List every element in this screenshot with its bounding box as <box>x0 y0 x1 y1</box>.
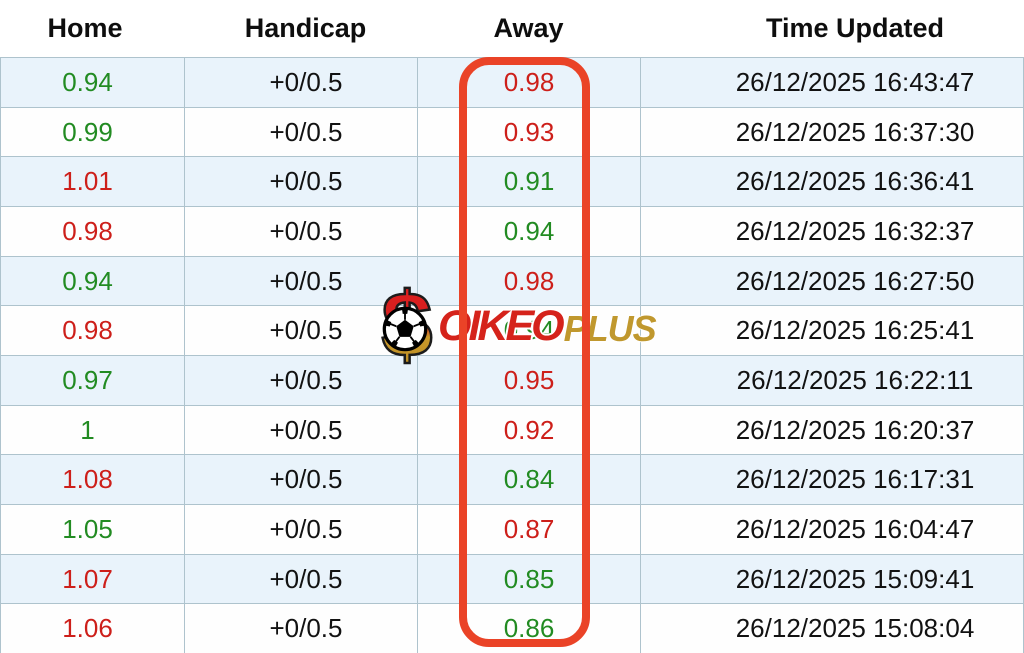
column-header-handicap: Handicap <box>244 13 367 43</box>
table-row: 1 +0/0.5 0.92 26/12/2025 16:20:37 <box>0 404 1024 455</box>
handicap-cell: +0/0.5 <box>195 455 418 505</box>
time-updated-cell: 26/12/2025 16:04:47 <box>735 513 975 544</box>
table-row: 0.94 +0/0.5 0.98 26/12/2025 16:43:47 <box>0 57 1024 107</box>
away-odds-cell: 0.86 <box>418 604 641 653</box>
table-body: 0.94 +0/0.5 0.98 26/12/2025 16:43:47 0.9… <box>0 57 1024 653</box>
table-row: 1.08 +0/0.5 0.84 26/12/2025 16:17:31 <box>0 454 1024 505</box>
column-header-home: Home <box>47 13 123 43</box>
away-odds-cell: 0.94 <box>418 207 641 256</box>
table-row: 0.99 +0/0.5 0.93 26/12/2025 16:37:30 <box>0 106 1024 157</box>
time-updated-cell: 26/12/2025 16:20:37 <box>735 414 975 445</box>
column-header-away: Away <box>493 13 564 43</box>
handicap-cell: +0/0.5 <box>195 157 418 207</box>
home-odds-cell: 1.07 <box>0 554 185 604</box>
away-odds-cell: 0.98 <box>418 256 641 306</box>
away-odds-cell: 0.92 <box>418 405 641 455</box>
time-updated-cell: 26/12/2025 16:17:31 <box>735 464 975 495</box>
home-odds-cell: 1.05 <box>0 505 185 554</box>
time-updated-cell: 26/12/2025 16:25:41 <box>735 315 975 346</box>
away-odds-cell: 0.95 <box>418 356 641 405</box>
away-odds-cell: 0.84 <box>418 455 641 505</box>
time-updated-cell: 26/12/2025 16:36:41 <box>735 166 975 197</box>
column-header-time-updated: Time Updated <box>765 13 945 43</box>
time-updated-cell: 26/12/2025 16:43:47 <box>735 66 975 97</box>
home-odds-cell: 0.94 <box>0 58 185 107</box>
home-odds-cell: 0.98 <box>0 306 185 356</box>
away-odds-cell: 0.98 <box>418 58 641 107</box>
handicap-cell: +0/0.5 <box>195 207 418 256</box>
handicap-cell: +0/0.5 <box>195 356 418 405</box>
table-row: 0.94 +0/0.5 0.98 26/12/2025 16:27:50 <box>0 255 1024 306</box>
away-odds-cell: 0.94 <box>418 306 641 356</box>
home-odds-cell: 1.06 <box>0 604 185 653</box>
table-row: 0.98 +0/0.5 0.94 26/12/2025 16:32:37 <box>0 206 1024 256</box>
home-odds-cell: 1 <box>0 405 185 455</box>
handicap-cell: +0/0.5 <box>195 505 418 554</box>
handicap-cell: +0/0.5 <box>195 256 418 306</box>
home-odds-cell: 0.98 <box>0 207 185 256</box>
handicap-cell: +0/0.5 <box>195 58 418 107</box>
away-odds-cell: 0.91 <box>418 157 641 207</box>
home-odds-cell: 1.08 <box>0 455 185 505</box>
table-row: 0.97 +0/0.5 0.95 26/12/2025 16:22:11 <box>0 355 1024 405</box>
handicap-cell: +0/0.5 <box>195 405 418 455</box>
table-row: 1.05 +0/0.5 0.87 26/12/2025 16:04:47 <box>0 504 1024 554</box>
away-odds-cell: 0.93 <box>418 107 641 157</box>
handicap-cell: +0/0.5 <box>195 107 418 157</box>
away-odds-cell: 0.85 <box>418 554 641 604</box>
table-row: 1.06 +0/0.5 0.86 26/12/2025 15:08:04 <box>0 603 1024 653</box>
home-odds-cell: 1.01 <box>0 157 185 207</box>
time-updated-cell: 26/12/2025 16:27:50 <box>735 265 975 296</box>
time-updated-cell: 26/12/2025 16:37:30 <box>735 116 975 147</box>
handicap-cell: +0/0.5 <box>195 604 418 653</box>
home-odds-cell: 0.94 <box>0 256 185 306</box>
home-odds-cell: 0.97 <box>0 356 185 405</box>
time-updated-cell: 26/12/2025 15:08:04 <box>735 613 975 644</box>
away-odds-cell: 0.87 <box>418 505 641 554</box>
table-row: 0.98 +0/0.5 0.94 26/12/2025 16:25:41 <box>0 305 1024 356</box>
table-header: Home Handicap Away Time Updated <box>0 0 1024 57</box>
table-row: 1.01 +0/0.5 0.91 26/12/2025 16:36:41 <box>0 156 1024 207</box>
handicap-cell: +0/0.5 <box>195 306 418 356</box>
home-odds-cell: 0.99 <box>0 107 185 157</box>
time-updated-cell: 26/12/2025 16:22:11 <box>736 364 974 395</box>
time-updated-cell: 26/12/2025 15:09:41 <box>735 563 975 594</box>
handicap-cell: +0/0.5 <box>195 554 418 604</box>
time-updated-cell: 26/12/2025 16:32:37 <box>735 215 975 246</box>
table-row: 1.07 +0/0.5 0.85 26/12/2025 15:09:41 <box>0 553 1024 604</box>
